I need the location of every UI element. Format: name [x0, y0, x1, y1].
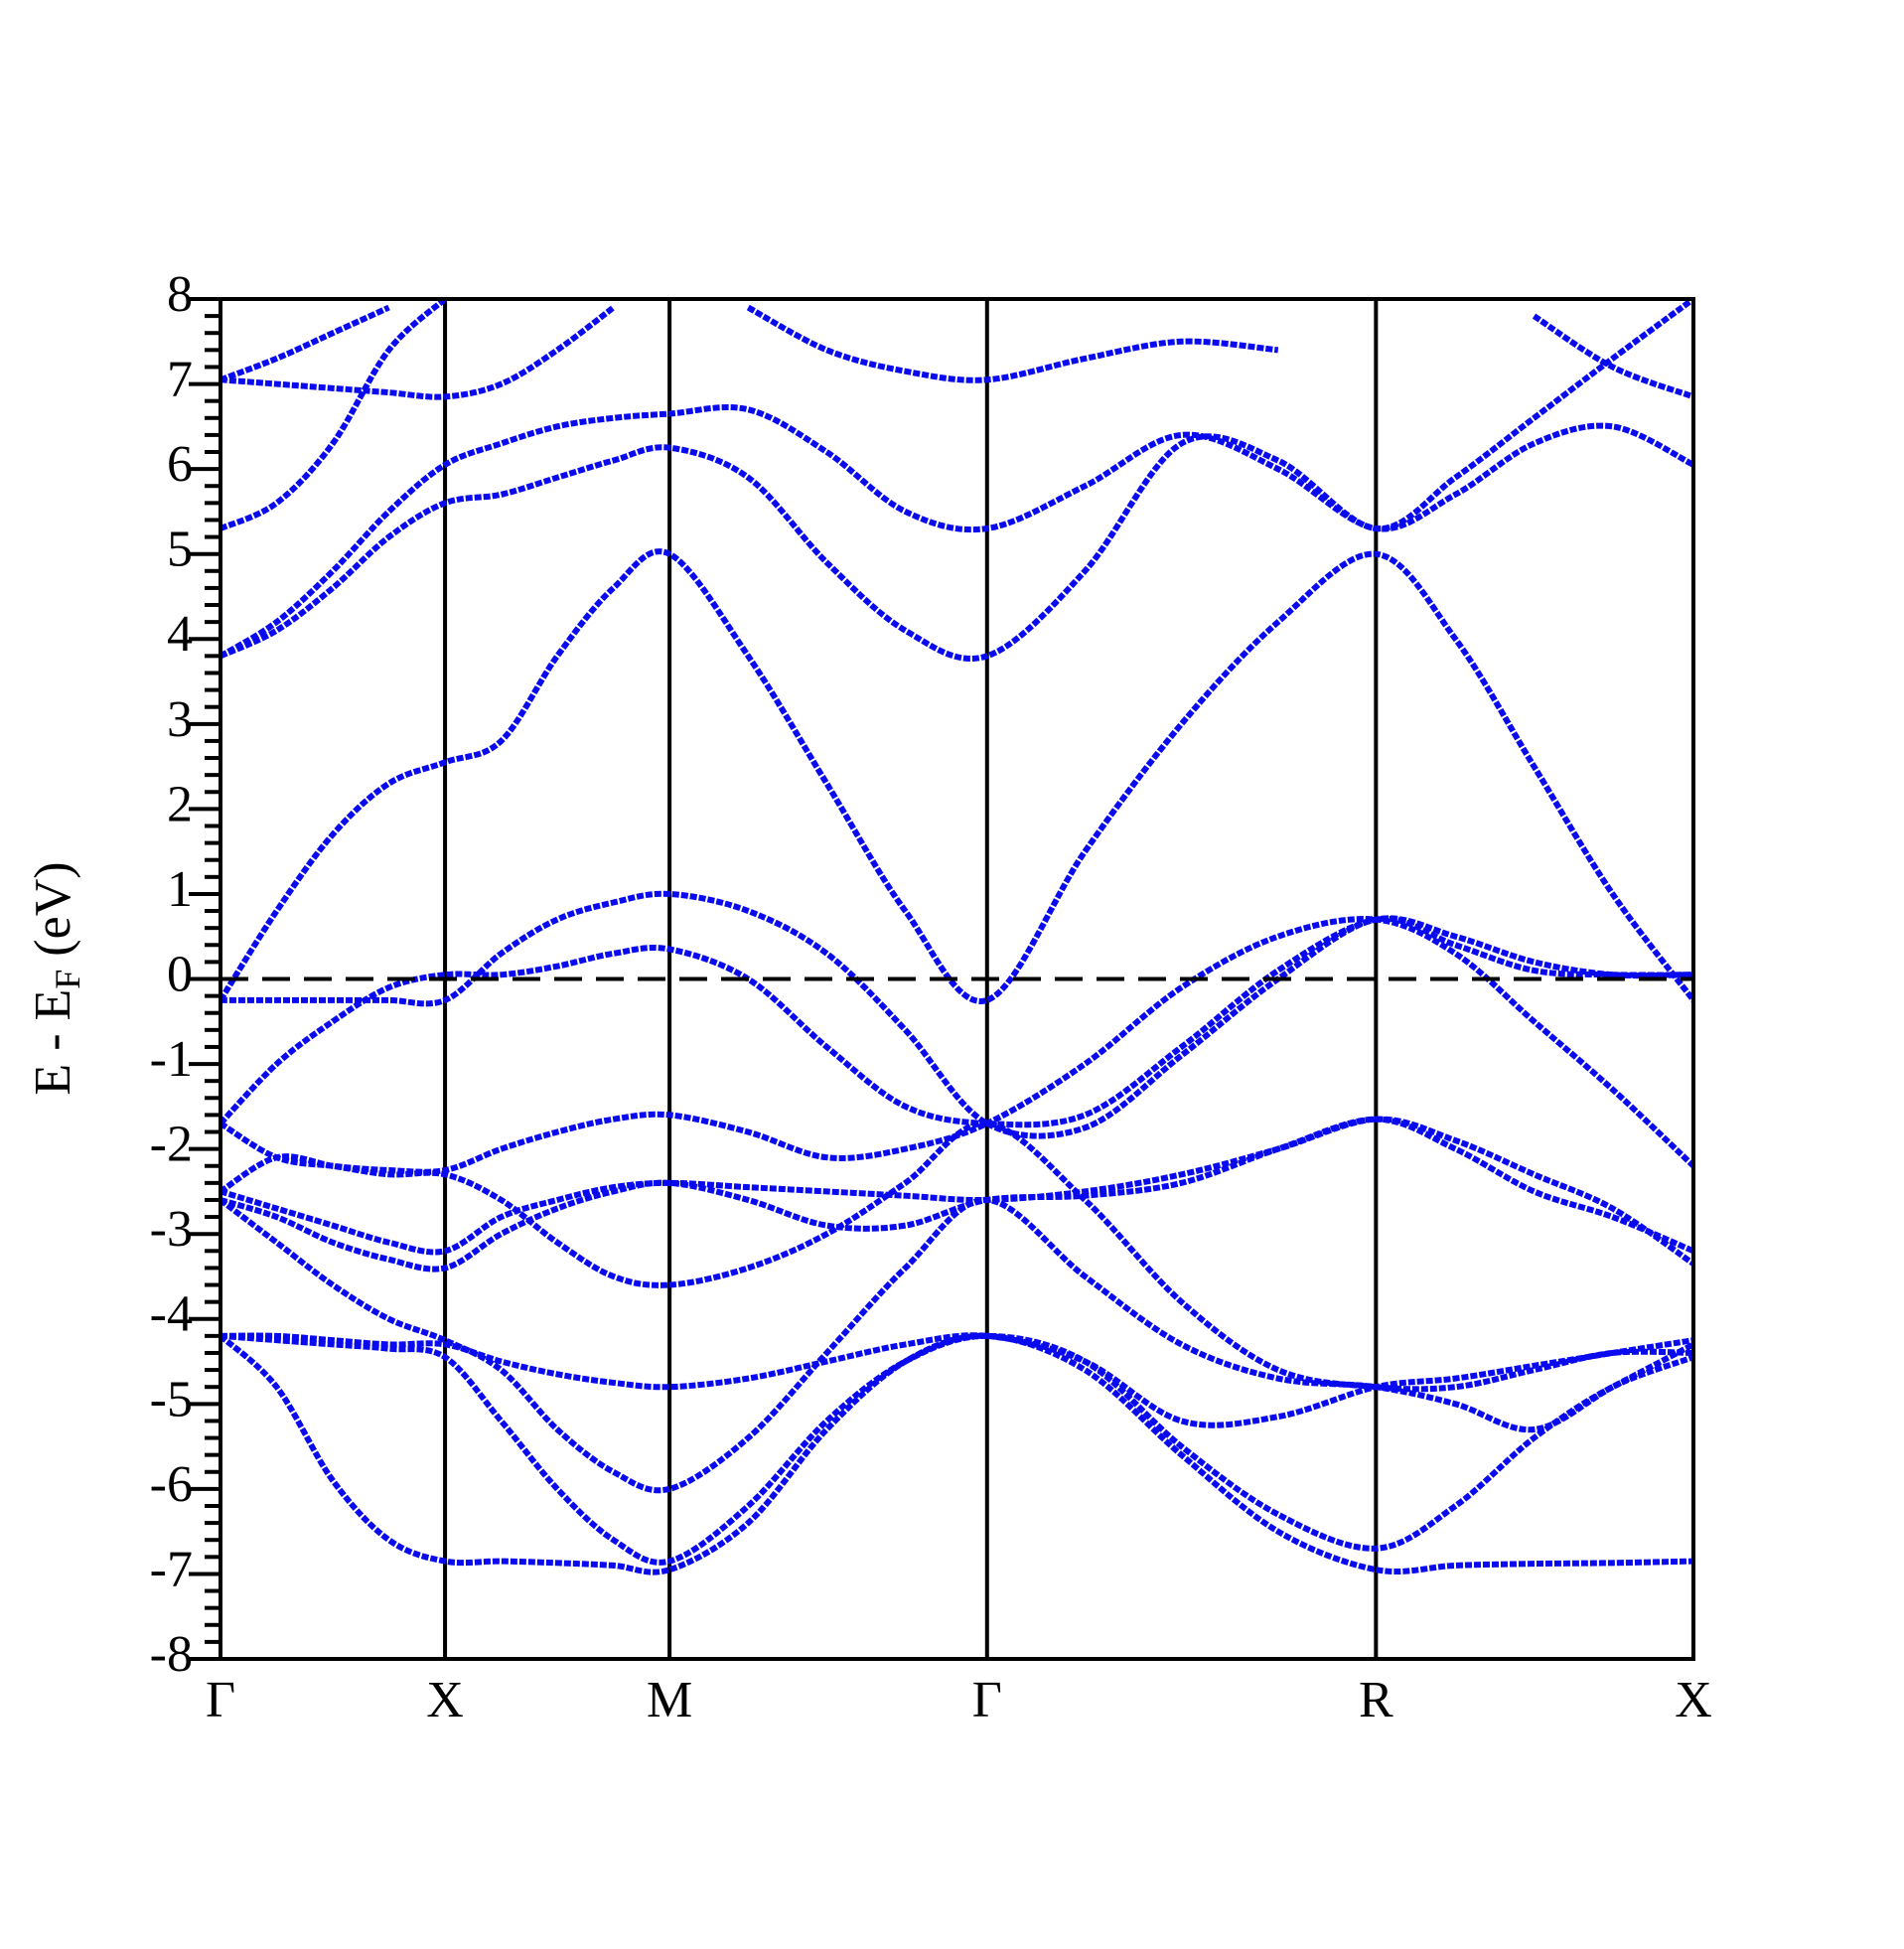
- y-tick-label: -8: [150, 1626, 193, 1683]
- band: [220, 890, 1693, 1139]
- plot-frame: [219, 297, 1695, 1661]
- band: [220, 1120, 1693, 1393]
- y-label-unit: (eV): [25, 861, 81, 969]
- band: [220, 1332, 1693, 1428]
- x-tick-label: Γ: [972, 1672, 1002, 1728]
- y-tick-label: 0: [167, 946, 193, 1002]
- band: [220, 548, 1693, 1004]
- y-tick-label: 4: [167, 606, 193, 663]
- y-tick-label: 7: [167, 352, 193, 408]
- x-tick-label: M: [647, 1672, 692, 1728]
- y-tick-label: 3: [167, 691, 193, 748]
- y-tick-label: -5: [150, 1371, 193, 1427]
- y-tick-label: -6: [150, 1456, 193, 1513]
- y-tick-label: 5: [167, 522, 193, 578]
- y-tick-label: -7: [150, 1541, 193, 1597]
- band: [220, 299, 448, 531]
- band: [220, 915, 1693, 1128]
- y-tick-label: 6: [167, 436, 193, 493]
- x-tick-label: R: [1359, 1672, 1393, 1728]
- y-tick-label: -3: [150, 1201, 193, 1258]
- band: [220, 1116, 1693, 1267]
- band: [220, 404, 1693, 659]
- y-tick-label: -2: [150, 1117, 193, 1173]
- band: [220, 304, 1693, 400]
- y-tick-label: -1: [150, 1031, 193, 1088]
- y-tick-label: 8: [167, 266, 193, 323]
- y-tick-label: -4: [150, 1286, 193, 1343]
- x-tick-label: Γ: [206, 1672, 235, 1728]
- band: [220, 1116, 1693, 1273]
- y-tick-label: 2: [167, 776, 193, 832]
- y-label-main: E - E: [25, 989, 81, 1096]
- y-tick-label: 1: [167, 861, 193, 918]
- x-tick-label: X: [426, 1672, 464, 1728]
- y-label-sub: F: [48, 970, 87, 989]
- band: [220, 1332, 1693, 1575]
- band: [220, 916, 1693, 1175]
- band: [220, 1332, 1693, 1566]
- band: [220, 299, 1693, 663]
- band: [220, 304, 390, 383]
- x-tick-label: X: [1675, 1672, 1712, 1728]
- y-axis-label: E - EF (eV): [25, 861, 87, 1095]
